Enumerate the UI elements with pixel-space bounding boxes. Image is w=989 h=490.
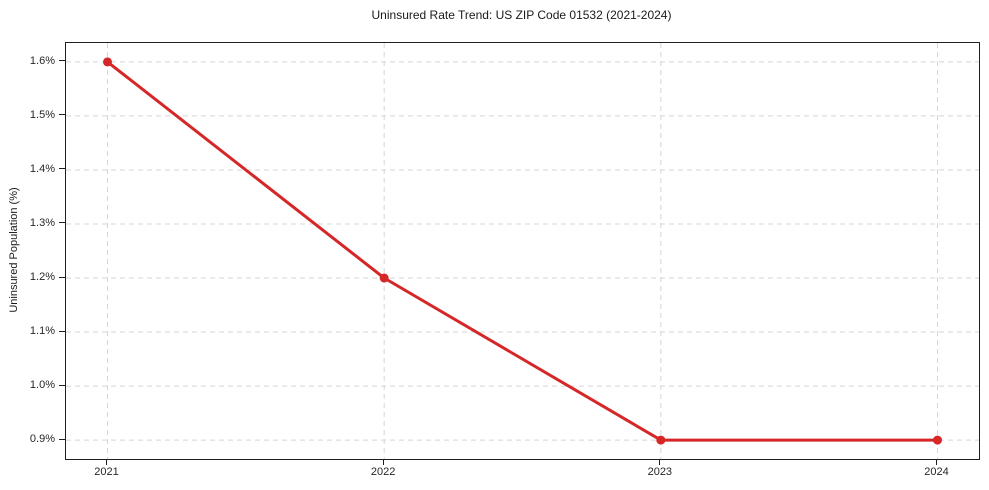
x-tick-mark	[382, 459, 384, 465]
data-point-2022	[379, 273, 389, 283]
y-tick-label: 1.4%	[29, 162, 55, 175]
chart-title: Uninsured Rate Trend: US ZIP Code 01532 …	[371, 8, 672, 22]
y-tick-label: 1.6%	[29, 54, 55, 67]
y-tick-mark	[59, 60, 65, 62]
data-point-2023	[656, 435, 666, 445]
y-tick-label: 1.0%	[29, 379, 55, 392]
y-tick-mark	[59, 168, 65, 170]
y-tick-mark	[59, 330, 65, 332]
y-tick-mark	[59, 222, 65, 224]
trend-line	[106, 60, 939, 442]
y-axis-label: Uninsured Population (%)	[8, 187, 20, 313]
y-tick-label: 0.9%	[29, 433, 55, 446]
data-point-2024	[933, 435, 942, 445]
x-tick-label: 2021	[94, 466, 119, 478]
y-tick-mark	[59, 438, 65, 440]
x-tick-label: 2024	[924, 466, 949, 478]
y-tick-mark	[59, 384, 65, 386]
y-tick-label: 1.3%	[29, 216, 55, 229]
x-tick-label: 2022	[370, 466, 396, 478]
x-tick-mark	[106, 459, 107, 465]
plot-area	[65, 42, 980, 460]
y-tick-mark	[59, 276, 65, 278]
y-tick-label: 1.1%	[29, 325, 55, 338]
y-tick-mark	[59, 114, 65, 116]
y-tick-label: 1.5%	[29, 108, 55, 121]
trend-line-svg	[66, 43, 979, 459]
x-tick-mark	[936, 459, 937, 465]
data-point-2021	[103, 57, 112, 67]
y-tick-label: 1.2%	[29, 271, 55, 283]
x-tick-mark	[659, 459, 661, 465]
x-tick-label: 2023	[647, 466, 673, 478]
